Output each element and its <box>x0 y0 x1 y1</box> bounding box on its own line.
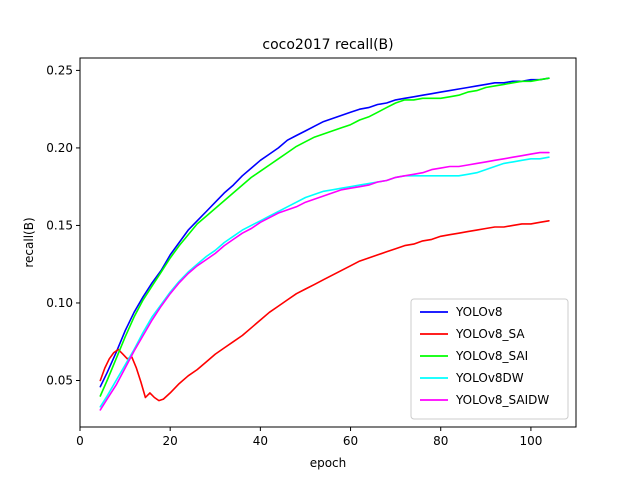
y-tick-label: 0.25 <box>46 63 73 77</box>
series-line-yolov8-sai <box>99 77 550 397</box>
plot-area <box>99 77 550 411</box>
y-tick-label: 0.20 <box>46 141 73 155</box>
series-line-yolov8-saidw <box>99 151 550 411</box>
chart-title: coco2017 recall(B) <box>262 37 393 53</box>
legend-box <box>410 298 569 420</box>
axes-frame <box>79 57 577 428</box>
y-axis: 0.05 0.10 0.15 0.20 0.25 <box>46 63 80 387</box>
x-tick-label: 20 <box>163 434 178 448</box>
x-tick-label: 40 <box>253 434 268 448</box>
series-line-yolov8dw <box>99 156 550 408</box>
x-tick-label: 60 <box>343 434 358 448</box>
x-tick-label: 100 <box>519 434 542 448</box>
series-line-yolov8 <box>99 77 550 388</box>
x-tick-label: 80 <box>433 434 448 448</box>
legend-label: YOLOv8DW <box>455 371 524 385</box>
legend-label: YOLOv8_SAIDW <box>455 393 549 407</box>
x-axis: 0 20 40 60 80 100 <box>76 427 542 448</box>
x-axis-label: epoch <box>310 456 347 470</box>
y-tick-label: 0.10 <box>46 296 73 310</box>
y-tick-label: 0.15 <box>46 218 73 232</box>
y-tick-label: 0.05 <box>46 373 73 387</box>
legend-label: YOLOv8 <box>455 305 503 319</box>
x-tick-label: 0 <box>76 434 84 448</box>
legend: YOLOv8 YOLOv8_SA YOLOv8_SAI YOLOv8DW YOLOv8_… <box>410 298 569 420</box>
legend-label: YOLOv8_SA <box>455 327 525 341</box>
legend-label: YOLOv8_SAI <box>455 349 528 363</box>
y-axis-label: recall(B) <box>22 217 36 267</box>
series-line-yolov8-sa <box>99 220 550 402</box>
